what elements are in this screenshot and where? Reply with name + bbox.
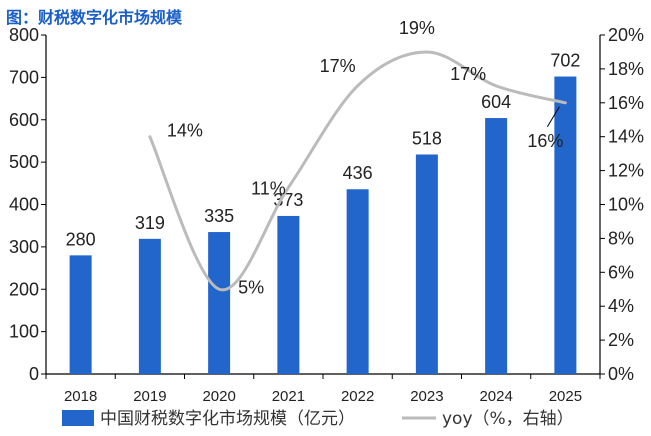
bar <box>277 215 300 374</box>
bar <box>554 76 577 374</box>
yoy-value-label: 11% <box>251 179 286 199</box>
yoy-line <box>148 50 567 292</box>
left-tick-label: 700 <box>9 67 39 87</box>
bar <box>138 238 161 374</box>
legend-line-label: yoy（%，右轴） <box>442 409 574 429</box>
x-tick-label: 2022 <box>341 388 374 405</box>
yoy-value-label: 5% <box>238 277 264 297</box>
bar-value-label: 436 <box>343 163 373 183</box>
yoy-value-label: 19% <box>399 18 435 38</box>
right-tick-label: 4% <box>608 296 634 316</box>
left-tick-label: 600 <box>9 110 39 130</box>
legend-bar-label: 中国财税数字化市场规模（亿元） <box>100 409 355 429</box>
chart-title: 图：财税数字化市场规模 <box>6 8 183 27</box>
right-tick-label: 2% <box>608 330 634 350</box>
bar-value-label: 518 <box>412 128 442 148</box>
bar-value-label: 373 <box>273 190 303 210</box>
left-tick-label: 0 <box>29 364 39 384</box>
right-tick-label: 18% <box>608 59 644 79</box>
yoy-value-label: 17% <box>450 64 486 84</box>
bar-value-label: 604 <box>481 92 511 112</box>
right-tick-label: 14% <box>608 127 644 147</box>
bar <box>346 189 369 374</box>
bar <box>208 232 231 374</box>
yoy-value-label: 16% <box>527 131 563 151</box>
left-tick-label: 800 <box>9 25 39 45</box>
left-tick-label: 200 <box>9 279 39 299</box>
left-tick-label: 400 <box>9 195 39 215</box>
right-tick-label: 0% <box>608 364 634 384</box>
right-tick-label: 12% <box>608 161 644 181</box>
right-tick-label: 16% <box>608 93 644 113</box>
x-tick-label: 2019 <box>133 388 166 405</box>
legend-bar-swatch <box>62 410 94 426</box>
left-tick-label: 300 <box>9 237 39 257</box>
right-tick-label: 10% <box>608 195 644 215</box>
x-tick-label: 2025 <box>549 388 582 405</box>
label-leader-line <box>546 106 560 128</box>
x-tick-label: 2024 <box>479 388 512 405</box>
yoy-value-label: 17% <box>320 56 356 76</box>
left-tick-label: 100 <box>9 322 39 342</box>
right-tick-label: 8% <box>608 228 634 248</box>
bar <box>69 255 92 374</box>
right-tick-label: 20% <box>608 25 644 45</box>
bar-value-label: 319 <box>135 213 165 233</box>
right-tick-label: 6% <box>608 262 634 282</box>
yoy-value-label: 14% <box>167 121 203 141</box>
x-tick-label: 2018 <box>64 388 97 405</box>
bar-value-label: 702 <box>550 51 580 71</box>
left-tick-label: 500 <box>9 152 39 172</box>
bar <box>415 154 438 374</box>
x-tick-label: 2020 <box>202 388 235 405</box>
x-tick-label: 2021 <box>272 388 305 405</box>
bar-value-label: 335 <box>204 206 234 226</box>
x-tick-label: 2023 <box>410 388 443 405</box>
bar <box>485 118 508 375</box>
bar-value-label: 280 <box>66 229 96 249</box>
